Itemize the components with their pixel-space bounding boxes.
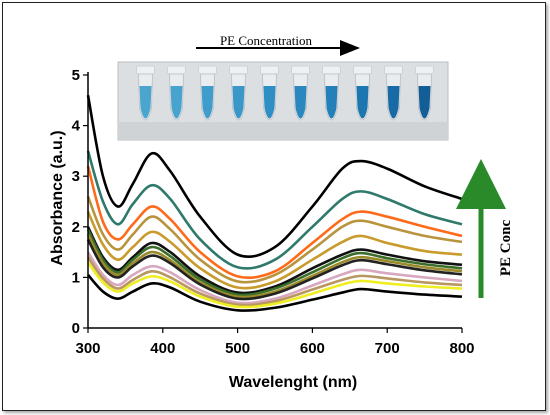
x-tick-label: 600 [300, 340, 325, 357]
x-tick-label: 300 [75, 340, 100, 357]
x-tick-label: 400 [150, 340, 175, 357]
series-line [86, 261, 463, 309]
series-lines [86, 95, 463, 312]
y-tick-label: 2 [72, 219, 80, 236]
y-tick-label: 1 [72, 269, 80, 286]
inset-photo [117, 61, 449, 141]
tube [198, 65, 217, 121]
series-line [86, 165, 463, 280]
y-tick-label: 4 [72, 118, 81, 135]
series-line [87, 274, 463, 312]
series-line [86, 233, 463, 299]
tube [415, 65, 434, 121]
tube [353, 65, 372, 121]
series-line [86, 256, 463, 307]
y-tick-label: 5 [72, 67, 80, 84]
x-tick-label: 700 [375, 340, 400, 357]
x-tick-label: 500 [225, 340, 250, 357]
series-line [86, 95, 463, 259]
series-line [86, 150, 463, 270]
top-arrow-label: PE Concentration [220, 33, 313, 48]
tube [384, 65, 403, 121]
series-line [86, 226, 463, 295]
x-tick-label: 800 [449, 340, 474, 357]
series-line [86, 238, 463, 301]
y-tick-label: 0 [72, 320, 80, 337]
axes [87, 72, 462, 329]
x-axis-label: Wavelenght (nm) [229, 374, 357, 391]
side-arrow-label: PE Conc [498, 220, 514, 277]
tube [322, 65, 341, 121]
tube [291, 65, 310, 121]
series-line [86, 195, 463, 284]
tube [136, 65, 155, 121]
tube [229, 65, 248, 121]
tick-labels: 300 400 500 600 700 800 0 1 2 3 4 5 [72, 67, 475, 357]
y-axis-label: Absorbance (a.u.) [49, 130, 66, 265]
y-tick-label: 3 [72, 168, 80, 185]
tube [167, 65, 186, 121]
tube [260, 65, 279, 121]
series-line [86, 251, 463, 305]
series-line [86, 228, 463, 297]
photo-base [118, 122, 448, 140]
series-line [86, 211, 463, 290]
